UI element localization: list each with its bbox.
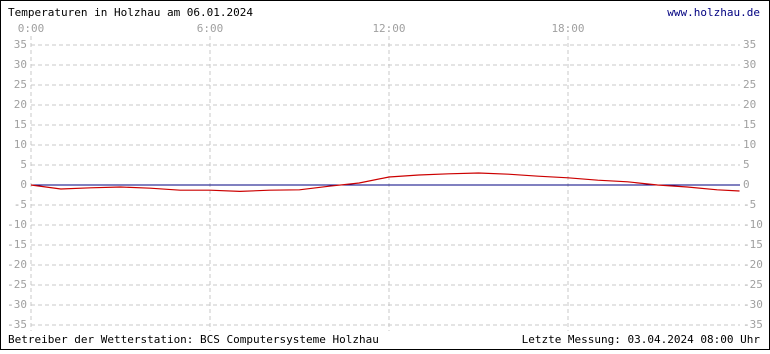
y-tick-label: 0: [20, 178, 27, 191]
y-tick-label-right: -5: [743, 198, 756, 211]
temperature-line: [30, 172, 740, 193]
y-tick-label: 25: [14, 78, 27, 91]
y-tick-label-right: 15: [743, 118, 756, 131]
y-tick-label-right: 35: [743, 38, 756, 51]
y-tick-label-right: -15: [743, 238, 763, 251]
y-tick-label: 5: [20, 158, 27, 171]
x-tick-label: 6:00: [197, 22, 224, 35]
y-tick-label-right: 20: [743, 98, 756, 111]
y-tick-label-right: 5: [743, 158, 750, 171]
y-tick-label: -10: [7, 218, 27, 231]
x-tick-label: 12:00: [372, 22, 405, 35]
site-link[interactable]: www.holzhau.de: [667, 6, 760, 19]
footer-left: Betreiber der Wetterstation: BCS Compute…: [8, 333, 379, 346]
y-tick-label: -5: [14, 198, 27, 211]
y-tick-label-right: -10: [743, 218, 763, 231]
y-tick-label-right: -30: [743, 298, 763, 311]
y-tick-label: 10: [14, 138, 27, 151]
y-tick-label: -25: [7, 278, 27, 291]
y-tick-label-right: 30: [743, 58, 756, 71]
x-tick-label: 0:00: [18, 22, 45, 35]
y-tick-label-right: -20: [743, 258, 763, 271]
y-tick-label-right: 10: [743, 138, 756, 151]
y-tick-label: 20: [14, 98, 27, 111]
y-tick-label: 15: [14, 118, 27, 131]
y-tick-label: 30: [14, 58, 27, 71]
y-tick-label-right: 0: [743, 178, 750, 191]
y-tick-label: -15: [7, 238, 27, 251]
y-tick-label: -20: [7, 258, 27, 271]
x-tick-label: 18:00: [551, 22, 584, 35]
y-tick-label-right: -35: [743, 318, 763, 331]
y-tick-label: -30: [7, 298, 27, 311]
y-tick-label-right: -25: [743, 278, 763, 291]
y-tick-label: 35: [14, 38, 27, 51]
footer-right: Letzte Messung: 03.04.2024 08:00 Uhr: [522, 333, 761, 346]
y-tick-label: -35: [7, 318, 27, 331]
chart-title: Temperaturen in Holzhau am 06.01.2024: [8, 6, 253, 19]
y-tick-label-right: 25: [743, 78, 756, 91]
